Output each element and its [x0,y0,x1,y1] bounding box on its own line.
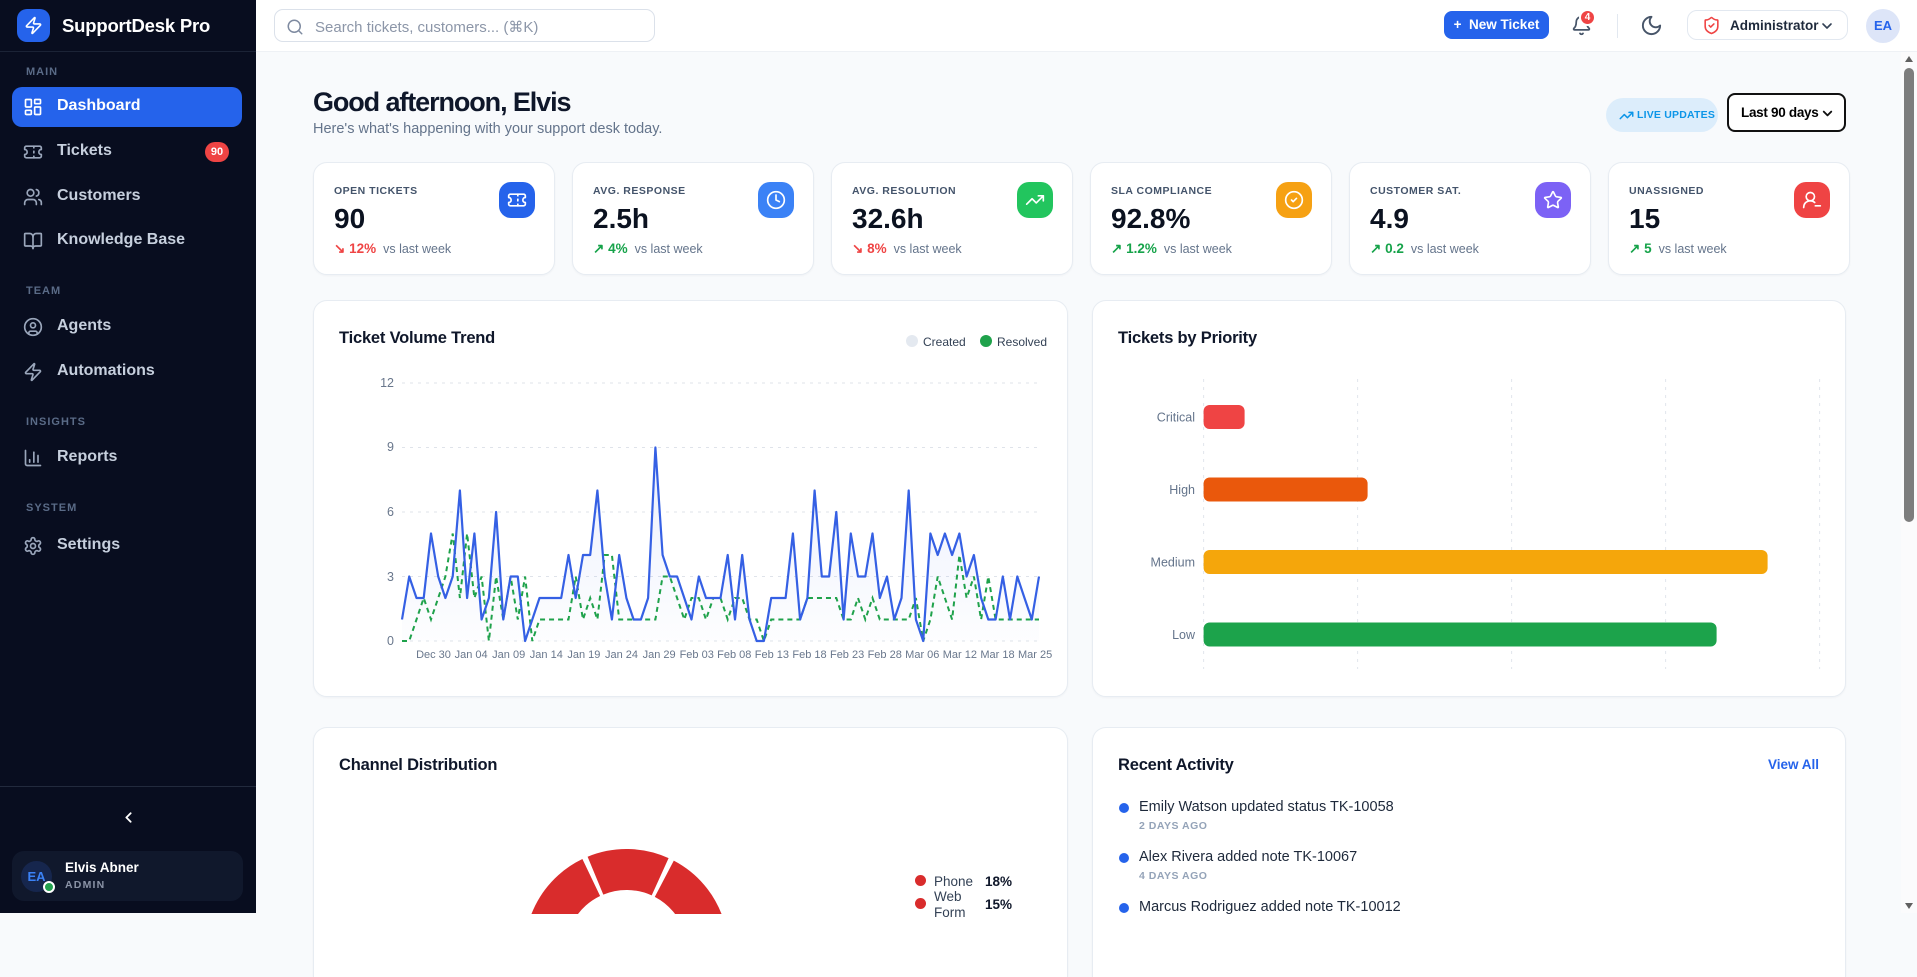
svg-text:Feb 03: Feb 03 [680,649,714,661]
svg-text:Dec 30: Dec 30 [416,649,451,661]
svg-text:12: 12 [380,376,394,390]
svg-text:3: 3 [387,570,394,584]
svg-text:Feb 13: Feb 13 [755,649,789,661]
svg-text:Feb 23: Feb 23 [830,649,864,661]
svg-text:Mar 06: Mar 06 [905,649,939,661]
svg-text:Jan 09: Jan 09 [492,649,525,661]
svg-text:Mar 25: Mar 25 [1018,649,1052,661]
svg-text:Jan 14: Jan 14 [530,649,563,661]
svg-text:Medium: Medium [1151,556,1195,570]
svg-text:Mar 12: Mar 12 [943,649,977,661]
svg-text:Low: Low [1172,628,1196,642]
svg-text:Mar 18: Mar 18 [980,649,1014,661]
svg-text:Feb 28: Feb 28 [868,649,902,661]
svg-text:Feb 18: Feb 18 [792,649,826,661]
svg-text:Critical: Critical [1157,411,1195,425]
svg-text:Jan 04: Jan 04 [455,649,488,661]
svg-text:0: 0 [387,634,394,648]
svg-text:Jan 29: Jan 29 [643,649,676,661]
svg-text:Jan 19: Jan 19 [567,649,600,661]
svg-text:6: 6 [387,505,394,519]
svg-text:Feb 08: Feb 08 [717,649,751,661]
svg-text:Jan 24: Jan 24 [605,649,638,661]
svg-text:9: 9 [387,440,394,454]
svg-text:High: High [1169,483,1195,497]
